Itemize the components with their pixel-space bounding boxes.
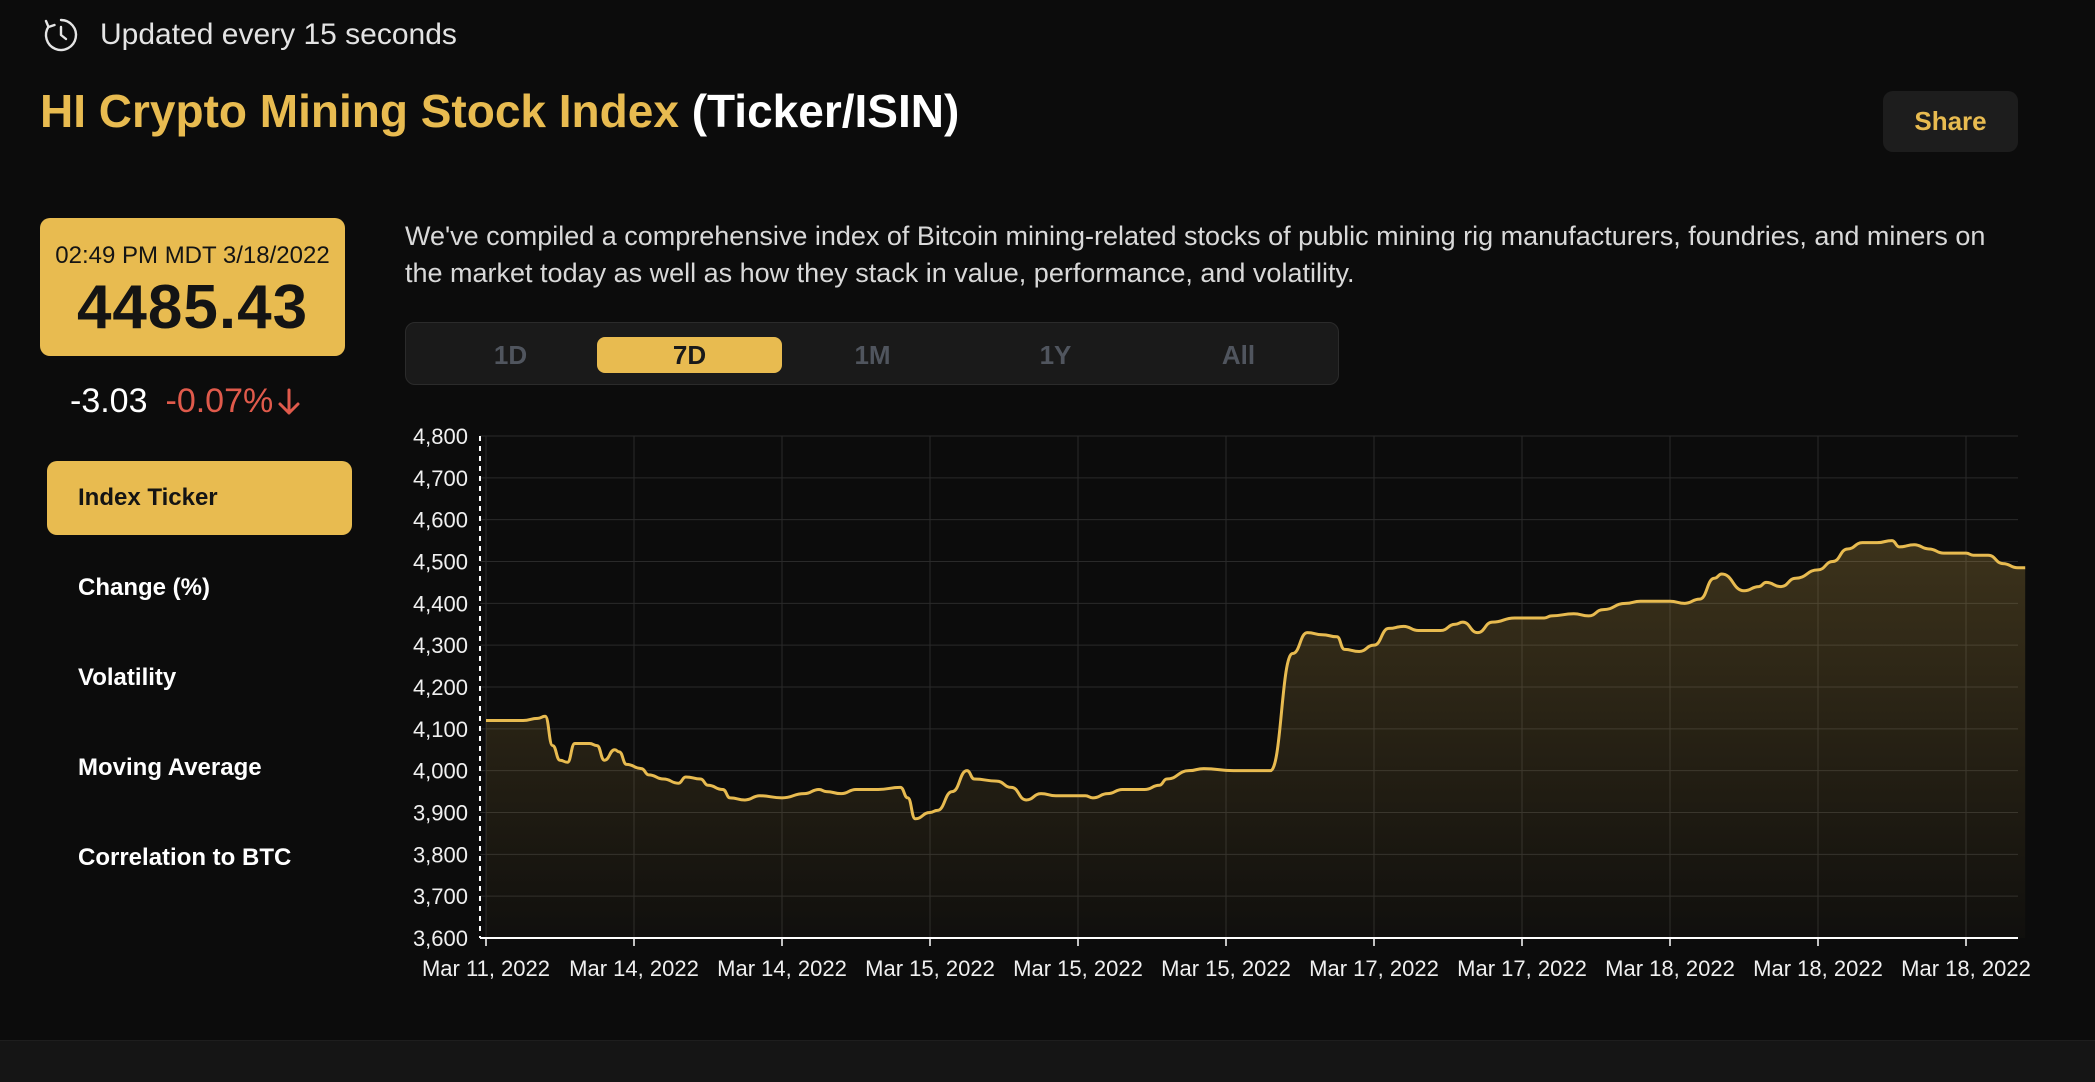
tab-7d[interactable]: 7D: [597, 337, 782, 373]
page-title: HI Crypto Mining Stock Index (Ticker/ISI…: [40, 84, 959, 138]
y-tick-label: 4,400: [413, 591, 468, 616]
x-tick-label: Mar 17, 2022: [1457, 956, 1587, 981]
share-button[interactable]: Share: [1883, 91, 2018, 152]
tab-1m[interactable]: 1M: [854, 339, 891, 370]
change-percent: -0.07%: [165, 382, 274, 420]
footer-bar: [0, 1040, 2095, 1082]
x-tick-label: Mar 18, 2022: [1901, 956, 2031, 981]
metric-sidebar: Index Ticker Change (%) Volatility Movin…: [47, 461, 352, 911]
sidebar-item-change[interactable]: Change (%): [78, 574, 210, 601]
range-tabs: 1D 7D 1M 1Y All: [405, 322, 1339, 385]
change-absolute: -3.03: [70, 382, 148, 420]
page-title-name: HI Crypto Mining Stock Index: [40, 85, 679, 137]
tab-1y[interactable]: 1Y: [1039, 339, 1072, 370]
sidebar-item-volatility[interactable]: Volatility: [78, 664, 177, 691]
x-tick-label: Mar 18, 2022: [1605, 956, 1735, 981]
sidebar-item-correlation-btc[interactable]: Correlation to BTC: [78, 844, 292, 871]
price-value: 4485.43: [76, 273, 309, 342]
y-tick-label: 4,800: [413, 424, 468, 449]
x-tick-label: Mar 14, 2022: [717, 956, 847, 981]
series-line: [486, 539, 2026, 821]
tab-1d[interactable]: 1D: [493, 339, 528, 370]
x-tick-label: Mar 17, 2022: [1309, 956, 1439, 981]
arrow-down-icon: [278, 388, 300, 414]
tab-all[interactable]: All: [1221, 339, 1256, 370]
x-tick-label: Mar 11, 2022: [422, 956, 550, 981]
y-tick-label: 4,700: [413, 466, 468, 491]
index-chart: 4,800 4,700 4,600 4,500 4,400 4,300 4,200 4,100…: [413, 424, 2031, 981]
change-percent-group: -0.07%: [166, 382, 302, 421]
x-tick-label: Mar 15, 2022: [1161, 956, 1291, 981]
x-tick-label: Mar 15, 2022: [1013, 956, 1143, 981]
y-tick-label: 4,000: [413, 759, 468, 784]
index-description: We've compiled a comprehensive index of …: [405, 221, 1986, 288]
refresh-icon: [42, 16, 80, 54]
sidebar-item-moving-average[interactable]: Moving Average: [78, 754, 262, 781]
page-title-ticker: (Ticker/ISIN): [691, 85, 960, 137]
y-tick-label: 4,600: [413, 508, 468, 533]
series-area: [486, 540, 2026, 938]
x-tick-label: Mar 18, 2022: [1753, 956, 1883, 981]
y-tick-label: 3,600: [413, 926, 468, 951]
x-tick-label: Mar 15, 2022: [865, 956, 995, 981]
change-row: -3.03 -0.07%: [70, 382, 301, 421]
price-timestamp: 02:49 PM MDT 3/18/2022: [55, 242, 330, 269]
y-tick-label: 3,700: [413, 884, 468, 909]
update-text: Updated every 15 seconds: [100, 18, 457, 51]
y-tick-label: 4,200: [413, 675, 468, 700]
x-tick-label: Mar 14, 2022: [569, 956, 699, 981]
y-tick-label: 4,100: [413, 717, 468, 742]
y-tick-label: 3,900: [413, 801, 468, 826]
y-tick-label: 4,300: [413, 633, 468, 658]
sidebar-item-index-ticker[interactable]: Index Ticker: [47, 461, 352, 535]
y-tick-label: 3,800: [413, 842, 468, 867]
update-status: Updated every 15 seconds: [42, 16, 457, 54]
y-tick-label: 4,500: [413, 550, 468, 575]
price-card: 02:49 PM MDT 3/18/2022 4485.43: [40, 218, 345, 356]
